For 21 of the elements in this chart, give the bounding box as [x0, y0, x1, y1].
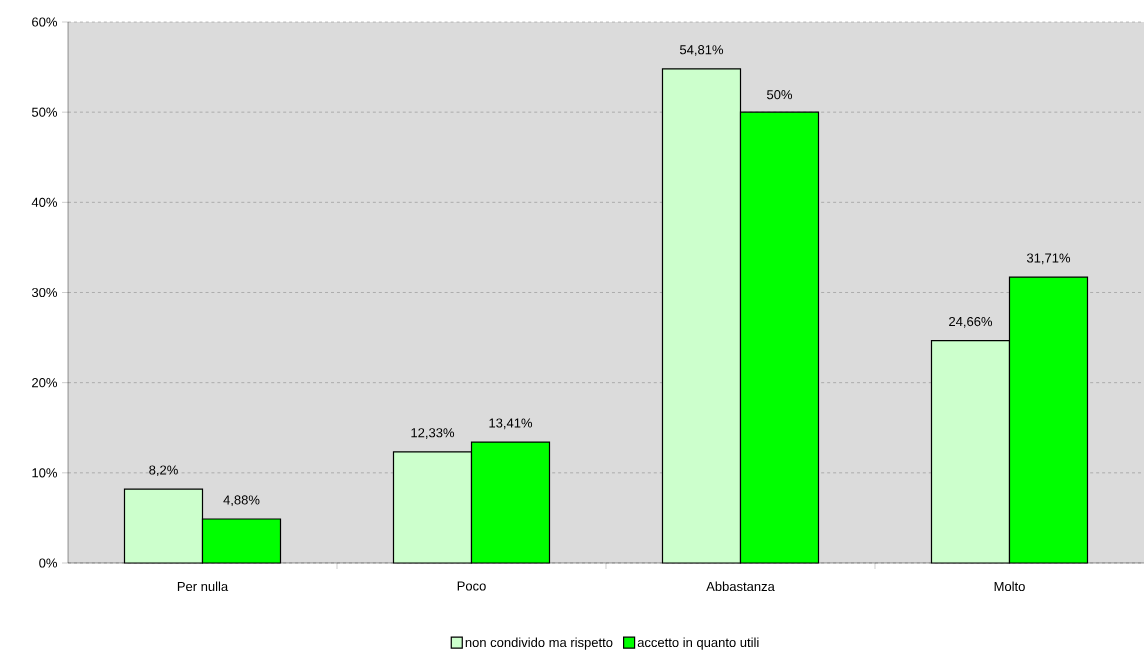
y-tick-label: 60%: [32, 17, 57, 27]
y-tick-label: 40%: [31, 197, 57, 207]
data-label: 31,71%: [1026, 253, 1071, 265]
data-label: 8,2%: [149, 465, 178, 477]
x-tick-label: Abbastanza: [706, 581, 775, 592]
y-tick-label: 0%: [39, 558, 57, 568]
data-label: 4,88%: [223, 495, 260, 507]
data-label: 54,81%: [679, 45, 724, 56]
legend-label: accetto in quanto utili: [637, 637, 759, 650]
x-tick-label: Poco: [457, 581, 486, 591]
y-tick-label: 20%: [32, 378, 57, 388]
y-tick-label: 10%: [32, 468, 57, 478]
data-label: 50%: [767, 90, 793, 100]
y-tick-label: 30%: [31, 287, 57, 298]
data-label: 12,33%: [411, 428, 455, 439]
data-label: 13,41%: [489, 418, 533, 430]
x-tick-label: Molto: [994, 581, 1025, 592]
data-label: 24,66%: [949, 316, 993, 328]
legend-label: non condivido ma rispetto: [465, 637, 613, 650]
y-tick-label: 50%: [31, 107, 57, 117]
x-tick-label: Per nulla: [177, 581, 229, 592]
